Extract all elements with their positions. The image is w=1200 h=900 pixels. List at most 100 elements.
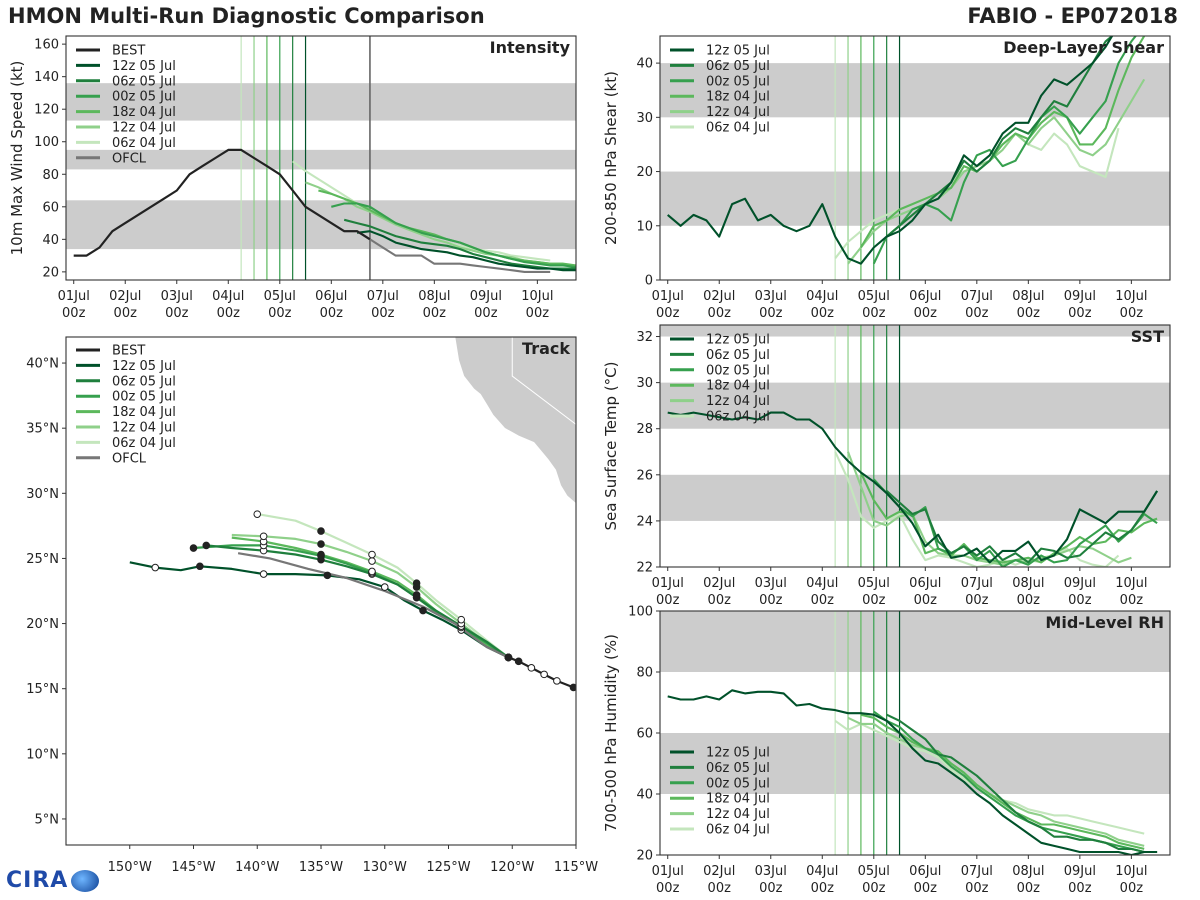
sst-ytick-label: 32: [636, 330, 653, 345]
track-position-marker: [504, 653, 513, 662]
sst-legend-label: 06z 04 Jul: [706, 410, 770, 425]
intensity-xtick-label: 02Jul: [109, 289, 141, 304]
sst-legend-label: 12z 04 Jul: [706, 394, 770, 409]
intensity-plot-area: [66, 36, 576, 280]
track-position-marker: [368, 550, 376, 559]
track-position-marker: [569, 683, 576, 692]
rh-xtick-label-hour: 00z: [914, 881, 938, 896]
shear-legend-label: 12z 04 Jul: [706, 105, 770, 120]
rh-xtick-label: 04Jul: [806, 864, 838, 879]
shear-xtick-label: 01Jul: [652, 289, 684, 304]
intensity-legend-label: 00z 05 Jul: [112, 90, 176, 105]
sst-legend-label: 18z 04 Jul: [706, 379, 770, 394]
sst-xtick-label-hour: 00z: [1017, 593, 1041, 608]
rh-legend-label: 06z 04 Jul: [706, 823, 770, 838]
track-legend-label: 06z 05 Jul: [112, 374, 176, 389]
shear-legend-label: 12z 05 Jul: [706, 44, 770, 59]
track-position-marker: [253, 510, 262, 518]
shear-xtick-label-hour: 00z: [862, 306, 886, 321]
shear-xtick-label-hour: 00z: [759, 306, 783, 321]
track-ofcl: [237, 552, 509, 659]
track-position-marker: [553, 677, 561, 685]
rh-xtick-label-hour: 00z: [656, 881, 680, 896]
panel-rh: 20 40 60 80 100 01Jul 00z 02Jul 00z 03Jul 00z 04Jul…: [602, 605, 1171, 896]
storm-id: FABIO - EP072018: [967, 4, 1178, 28]
track-ytick-label: 10°N: [26, 747, 59, 762]
sst-xtick-label: 01Jul: [652, 576, 684, 591]
intensity-xtick-label: 05Jul: [264, 289, 296, 304]
shear-plot-area: [660, 36, 1170, 280]
rh-xtick-label-hour: 00z: [759, 881, 783, 896]
shear-legend-label: 00z 05 Jul: [706, 74, 770, 89]
intensity-frame: [65, 35, 577, 281]
sst-series-06z-05-jul: [885, 490, 1158, 564]
track-position-marker: [317, 550, 325, 559]
intensity-xtick-label: 10Jul: [521, 289, 553, 304]
track-position-marker: [259, 570, 268, 578]
shear-series-12z-05-jul: [667, 36, 1114, 265]
shear-series-00z-05-jul: [872, 36, 1138, 265]
intensity-ytick-label: 80: [42, 168, 59, 183]
sst-ylabel: Sea Surface Temp (°C): [602, 361, 620, 530]
intensity-ylabel: 10m Max Wind Speed (kt): [8, 61, 26, 256]
track-ytick-label: 20°N: [26, 617, 59, 632]
shear-xtick-label: 10Jul: [1115, 289, 1147, 304]
sst-xtick-label-hour: 00z: [708, 593, 732, 608]
track-position-marker: [196, 562, 204, 571]
sst-xtick-label: 03Jul: [755, 576, 787, 591]
sst-xtick-label-hour: 00z: [862, 593, 886, 608]
panel-shear: 0 10 20 30 40 01Jul 00z 02Jul 00z 03Jul 00z 04Jul 00…: [602, 35, 1171, 321]
rh-xtick-label: 01Jul: [652, 864, 684, 879]
shear-frame: [659, 35, 1171, 281]
intensity-ytick-label: 60: [42, 200, 59, 215]
track-ytick-label: 30°N: [26, 487, 59, 502]
shear-xtick-label-hour: 00z: [708, 306, 732, 321]
sst-xtick-label-hour: 00z: [965, 593, 989, 608]
sst-xtick-label: 05Jul: [858, 576, 890, 591]
intensity-legend-label: 12z 05 Jul: [112, 59, 176, 74]
shear-xtick-label: 02Jul: [703, 289, 735, 304]
shear-series-18z-04-jul: [859, 36, 1146, 249]
logo-text: CIRA: [6, 868, 69, 893]
intensity-xtick-label: 08Jul: [418, 289, 450, 304]
shear-series-12z-04-jul: [847, 78, 1146, 265]
intensity-ytick-label: 100: [34, 135, 59, 150]
track-ytick-label: 40°N: [26, 357, 59, 372]
intensity-series-ofcl: [344, 230, 551, 273]
intensity-xtick-label: 03Jul: [161, 289, 193, 304]
intensity-xtick-label-hour: 00z: [474, 306, 498, 321]
intensity-shade-band: [66, 200, 576, 250]
shear-title: Deep-Layer Shear: [1003, 38, 1164, 57]
sst-series-12z-05-jul: [667, 411, 1158, 564]
rh-series-12z-04-jul: [847, 716, 1145, 847]
track-ytick-label: 15°N: [26, 682, 59, 697]
sst-legend-label: 12z 05 Jul: [706, 333, 770, 348]
intensity-xtick-label-hour: 00z: [114, 306, 138, 321]
rh-xtick-label-hour: 00z: [1017, 881, 1041, 896]
track-00z-05-jul: [193, 544, 510, 659]
track-06z-04-jul: [257, 513, 510, 659]
shear-xtick-label-hour: 00z: [914, 306, 938, 321]
track-position-marker: [189, 544, 198, 552]
sst-xtick-label: 08Jul: [1012, 576, 1044, 591]
land-mass: [454, 337, 576, 505]
intensity-xtick-label: 06Jul: [315, 289, 347, 304]
intensity-series-12z-05-jul: [356, 230, 576, 272]
track-position-marker: [317, 540, 325, 548]
sst-ytick-label: 28: [636, 422, 653, 437]
track-12z-05-jul: [129, 561, 509, 659]
panel-track: 5°N 10°N 15°N 20°N 25°N 30°N 35°N 40°N 150°W 145°…: [26, 336, 598, 875]
rh-xtick-label-hour: 00z: [811, 881, 835, 896]
rh-series-06z-05-jul: [886, 713, 1158, 854]
intensity-shade-band: [66, 149, 576, 170]
sst-plot-area: [660, 325, 1170, 567]
intensity-ytick-label: 20: [42, 265, 59, 280]
rh-xtick-label: 05Jul: [858, 864, 890, 879]
rh-ytick-label: 80: [636, 666, 653, 681]
intensity-xtick-label-hour: 00z: [320, 306, 344, 321]
sst-xtick-label: 10Jul: [1115, 576, 1147, 591]
intensity-xtick-label-hour: 00z: [62, 306, 86, 321]
